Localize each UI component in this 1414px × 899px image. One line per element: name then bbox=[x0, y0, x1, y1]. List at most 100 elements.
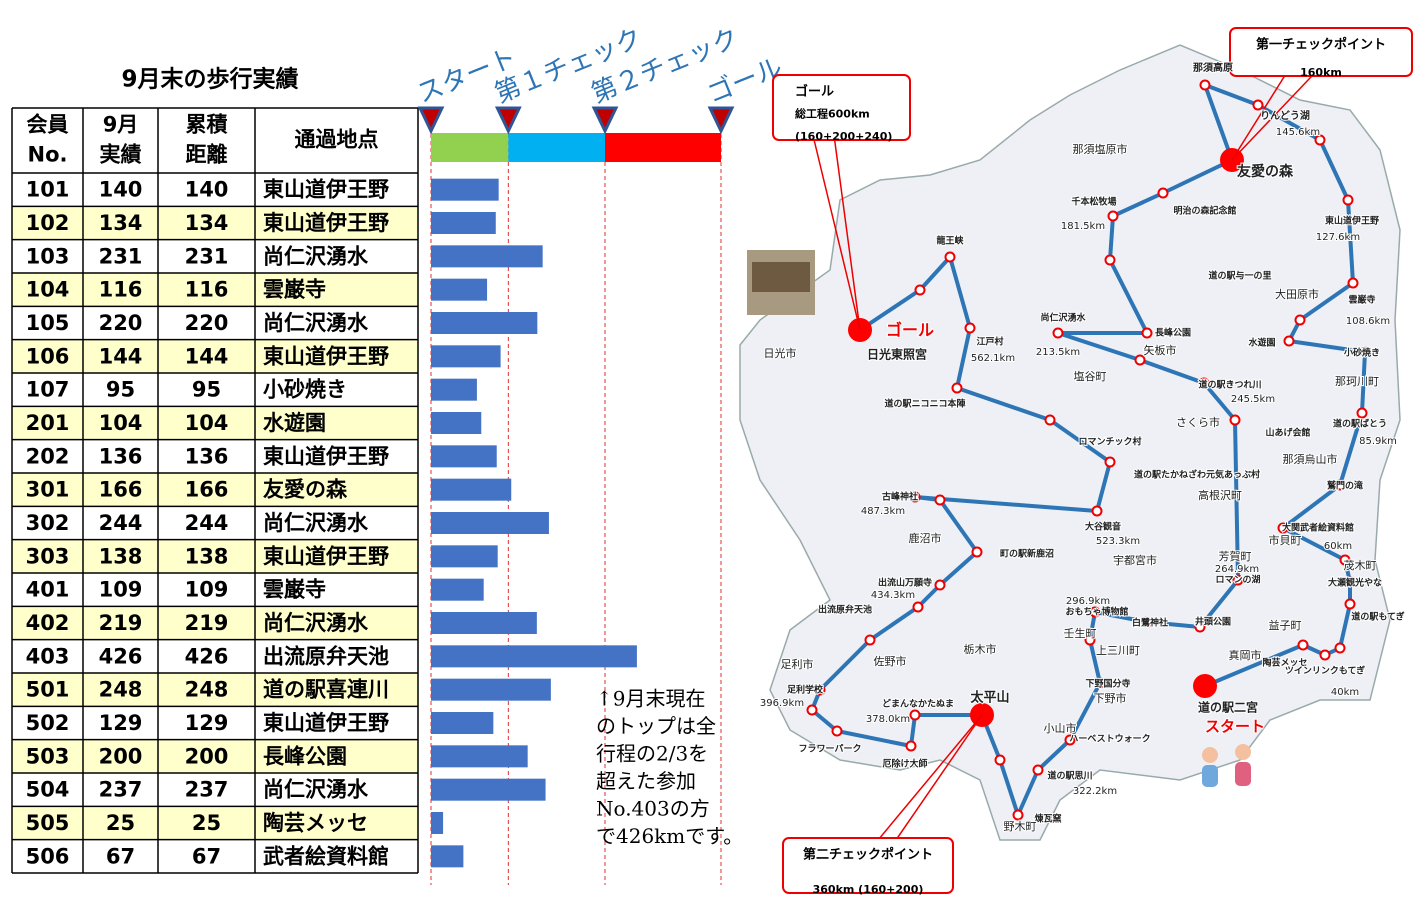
photo-detail bbox=[752, 262, 810, 292]
table-cell: 雲巌寺 bbox=[263, 578, 326, 602]
map-label: 264.9km bbox=[1215, 564, 1259, 575]
table-cell: 200 bbox=[99, 744, 143, 768]
table-cell: 武者絵資料館 bbox=[263, 844, 389, 868]
milestone-marker bbox=[497, 108, 519, 131]
map-label: ハーベストウォーク bbox=[1069, 734, 1150, 745]
map-label: 小山市 bbox=[1044, 721, 1077, 735]
checkpoint bbox=[1109, 212, 1118, 221]
map-label: スタート bbox=[1205, 718, 1265, 736]
segment bbox=[431, 133, 508, 162]
table-cell: 501 bbox=[26, 678, 70, 702]
map-label: 60km bbox=[1324, 541, 1352, 552]
bar bbox=[431, 612, 537, 634]
checkpoint bbox=[996, 756, 1005, 765]
map-label: 友愛の森 bbox=[1237, 163, 1294, 180]
map-label: おもちゃ博物館 bbox=[1065, 606, 1128, 618]
checkpoint bbox=[936, 496, 945, 505]
table-cell: 144 bbox=[185, 344, 229, 368]
table-cell: 小砂焼き bbox=[263, 378, 347, 402]
table-cell: 105 bbox=[26, 311, 70, 335]
table-cell: 134 bbox=[185, 211, 229, 235]
table-cell: 426 bbox=[185, 644, 229, 668]
map-label: 那須烏山市 bbox=[1283, 452, 1338, 466]
bar bbox=[431, 812, 443, 834]
map-label: 245.5km bbox=[1231, 394, 1275, 405]
table-cell: 尚仁沢湧水 bbox=[263, 311, 369, 335]
checkpoint bbox=[1201, 81, 1210, 90]
milestone-marker bbox=[420, 108, 442, 131]
table-cell: 116 bbox=[185, 278, 229, 302]
table-cell: 136 bbox=[185, 444, 229, 468]
segment bbox=[508, 133, 605, 162]
map-label: 道の駅もてぎ bbox=[1351, 611, 1404, 623]
table-cell: 166 bbox=[185, 478, 229, 502]
table-cell: 107 bbox=[26, 378, 70, 402]
map-label: 町の駅新鹿沼 bbox=[1000, 548, 1054, 560]
map-label: 白鷺神社 bbox=[1132, 617, 1168, 629]
bar bbox=[431, 279, 487, 301]
bar bbox=[431, 745, 528, 767]
map-label: 煉瓦窯 bbox=[1033, 813, 1061, 825]
checkpoint bbox=[936, 581, 945, 590]
map-label: どまんなかたぬま bbox=[882, 698, 954, 710]
map-label: 145.6km bbox=[1276, 127, 1320, 138]
bar bbox=[431, 379, 477, 401]
table-cell: 219 bbox=[99, 611, 143, 635]
map-label: 太平山 bbox=[969, 690, 1009, 706]
bar bbox=[431, 245, 543, 267]
map-label: 296.9km bbox=[1066, 596, 1110, 607]
table-cell: 502 bbox=[26, 711, 70, 735]
checkpoint bbox=[1159, 189, 1168, 198]
checkpoint bbox=[866, 636, 875, 645]
map-label: 矢板市 bbox=[1144, 343, 1177, 357]
table-cell: 友愛の森 bbox=[263, 478, 348, 502]
map-label: 壬生町 bbox=[1064, 626, 1097, 640]
map-label: 道の駅きつれ川 bbox=[1198, 379, 1261, 391]
map-label: 道の駅ニコニコ本陣 bbox=[884, 398, 965, 410]
major-point bbox=[1193, 674, 1217, 698]
table-cell: 尚仁沢湧水 bbox=[263, 511, 369, 535]
checkpoint bbox=[907, 742, 916, 751]
bar bbox=[431, 479, 511, 501]
table-cell: 504 bbox=[26, 778, 70, 802]
map-label: 明治の森記念館 bbox=[1173, 205, 1236, 217]
table-cell: 231 bbox=[185, 244, 229, 268]
checkpoint bbox=[1254, 101, 1263, 110]
table-cell: 237 bbox=[185, 778, 229, 802]
bar bbox=[431, 579, 484, 601]
note-line: 超えた参加 bbox=[596, 769, 696, 793]
map-label: 40km bbox=[1331, 687, 1359, 698]
map-label: 那須高原 bbox=[1193, 61, 1233, 74]
table-cell: 103 bbox=[26, 244, 70, 268]
table-cell: 雲巌寺 bbox=[263, 278, 326, 302]
map-label: 小砂焼き bbox=[1343, 347, 1380, 359]
checkpoint bbox=[1231, 416, 1240, 425]
map-label: 181.5km bbox=[1061, 221, 1105, 232]
bar bbox=[431, 779, 546, 801]
bar bbox=[431, 845, 463, 867]
table-cell: 出流原弁天池 bbox=[263, 644, 389, 668]
map-label: 道の駅二宮 bbox=[1198, 700, 1258, 715]
checkpoint bbox=[911, 711, 920, 720]
segment bbox=[605, 133, 721, 162]
table-cell: 201 bbox=[26, 411, 70, 435]
callout-text: 360km (160+200) bbox=[813, 883, 924, 896]
callout-text: 第一チェックポイント bbox=[1256, 37, 1386, 53]
table-cell: 248 bbox=[185, 678, 229, 702]
table-cell: 136 bbox=[99, 444, 143, 468]
table-cell: 東山道伊王野 bbox=[263, 178, 389, 202]
map-label: 213.5km bbox=[1036, 347, 1080, 358]
callout-text: 総工程600km bbox=[795, 107, 870, 121]
table-cell: 109 bbox=[185, 578, 229, 602]
table-cell: 東山道伊王野 bbox=[263, 211, 389, 235]
table-cell: 104 bbox=[26, 278, 70, 302]
table-cell: 尚仁沢湧水 bbox=[263, 244, 369, 268]
map-label: 那須塩原市 bbox=[1073, 142, 1128, 156]
map-label: さくら市 bbox=[1176, 415, 1220, 429]
table-cell: 104 bbox=[99, 411, 143, 435]
map-label: 85.9km bbox=[1359, 436, 1397, 447]
map-label: 尚仁沢湧水 bbox=[1040, 312, 1086, 324]
map-label: 378.0km bbox=[866, 714, 910, 725]
checkpoint bbox=[1143, 329, 1152, 338]
table-cell: 水遊園 bbox=[263, 411, 326, 435]
